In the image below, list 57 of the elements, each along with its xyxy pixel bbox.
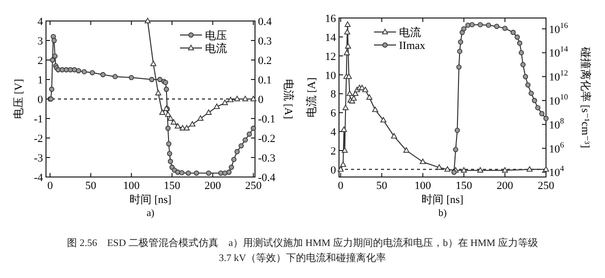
y-tick-label: -3: [34, 152, 44, 164]
x-tick-label: 200: [496, 180, 514, 192]
x-tick-label: 250: [245, 180, 262, 192]
y-tick-label: -1: [34, 114, 43, 126]
y-tick-label: 14: [325, 32, 336, 44]
x-tick-label: 50: [85, 180, 97, 192]
legend-label: 电流: [399, 26, 421, 39]
x-tick-label: 150: [164, 180, 181, 192]
y-axis-title: 电压 [V]: [12, 78, 25, 120]
text: a): [146, 208, 154, 219]
y-tick-label: 12: [325, 50, 336, 63]
y-tick-label: 6: [330, 108, 336, 120]
y2-tick-label: 0.1: [258, 74, 272, 86]
y2-tick-label: 10$^{6}$: [549, 140, 564, 156]
x-tick-label: 0: [47, 180, 54, 192]
y-tick-label: 16: [325, 13, 336, 25]
x-tick-label: 100: [123, 180, 140, 192]
y-tick-label: 10: [325, 70, 336, 82]
y2-axis-title: 碰撞离化率 [s⁻¹cm⁻³]: [579, 46, 592, 148]
y2-tick-label: 0.2: [258, 55, 272, 67]
y2-tick-label: -0.2: [258, 133, 276, 145]
x-axis-title: 时间 [ns]: [130, 193, 172, 206]
y2-tick-label: -0.1: [258, 114, 276, 126]
y-tick-label: 2: [38, 55, 43, 67]
legend-label: 电压: [205, 29, 227, 42]
y-tick-label: 4: [330, 126, 336, 139]
y-tick-label: 3: [38, 36, 44, 48]
y-tick-label: 1: [38, 74, 43, 86]
y2-tick-label: -0.3: [258, 152, 276, 164]
y2-axis-title: 电流 [A]: [282, 78, 295, 120]
y2-tick-label: 0.3: [258, 36, 272, 48]
x-tick-label: 100: [414, 180, 432, 192]
y-tick-label: 0: [38, 94, 44, 106]
x-tick-label: 150: [456, 180, 473, 192]
y-tick-label: -4: [34, 172, 44, 184]
x-tick-label: 250: [538, 180, 555, 192]
y2-tick-label: 0: [258, 94, 264, 106]
legend-label: IImax: [399, 40, 426, 52]
y-tick-label: -2: [34, 133, 43, 145]
legend-label: 电流: [205, 42, 227, 55]
y2-tick-label: 10$^{10}$: [549, 92, 568, 108]
y-tick-label: 0: [330, 164, 336, 176]
y-axis-title: 电流 [A]: [305, 77, 318, 118]
y2-tick-label: 10$^{14}$: [549, 44, 568, 60]
y2-tick-label: 10$^{8}$: [549, 116, 564, 132]
y-tick-label: 4: [38, 16, 44, 28]
y2-tick-label: 10$^{12}$: [549, 68, 568, 84]
y-tick-label: 8: [330, 88, 336, 101]
y2-tick-label: 0.4: [258, 16, 272, 28]
x-axis-title: 时间 [ns]: [422, 193, 464, 206]
y2-tick-label: 10$^{4}$: [549, 164, 564, 180]
x-tick-label: 50: [376, 180, 388, 192]
text: b): [438, 208, 447, 219]
y-tick-label: 2: [330, 146, 336, 158]
x-tick-label: 200: [204, 180, 222, 192]
y2-tick-label: 10$^{16}$: [549, 20, 568, 36]
caption: 图 2.56 ESD 二极管混合模式仿真 a）用测试仪施加 HMM 应力期间的电流和电压，b）在 HMM 应力等级 3.7 kV（等效）下的电流和碰撞离化率: [66, 236, 539, 266]
